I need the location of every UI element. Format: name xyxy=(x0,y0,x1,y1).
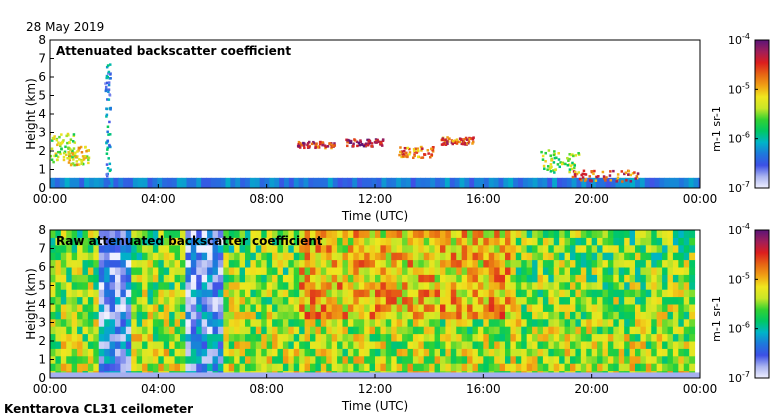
x-axis-label: Time (UTC) xyxy=(341,209,408,223)
x-tick-label: 08:00 xyxy=(249,192,284,206)
x-tick-label: 16:00 xyxy=(466,192,501,206)
y-tick-label: 5 xyxy=(38,279,46,293)
colorbar-tick-label: 10-7 xyxy=(728,370,750,385)
colorbar-tick-label: 10-5 xyxy=(728,81,750,96)
y-axis-label: Height (km) xyxy=(24,78,38,149)
y-tick-label: 1 xyxy=(38,353,46,367)
y-tick-label: 8 xyxy=(38,223,46,237)
heatmap-cells xyxy=(50,63,700,188)
colorbar-tick-label: 10-5 xyxy=(728,271,750,286)
colorbar-tick-label: 10-4 xyxy=(728,222,750,237)
y-tick-label: 0 xyxy=(38,181,46,195)
x-tick-label: 08:00 xyxy=(249,382,284,396)
x-tick-label: 00:00 xyxy=(683,382,718,396)
heatmap-cells xyxy=(50,230,700,378)
plot-frame xyxy=(49,39,701,189)
colorbar xyxy=(754,229,770,379)
x-axis-label: Time (UTC) xyxy=(341,399,408,413)
y-tick-label: 4 xyxy=(38,107,46,121)
x-tick-label: 12:00 xyxy=(358,382,393,396)
y-tick-label: 6 xyxy=(38,260,46,274)
colorbar-tick-label: 10-4 xyxy=(728,32,750,47)
x-tick-label: 00:00 xyxy=(33,382,68,396)
y-tick-label: 3 xyxy=(38,316,46,330)
x-tick-label: 04:00 xyxy=(141,382,176,396)
x-tick-label: 00:00 xyxy=(683,192,718,206)
colorbar-tick-label: 10-6 xyxy=(728,131,750,146)
y-tick-label: 0 xyxy=(38,371,46,385)
y-tick-label: 8 xyxy=(38,33,46,47)
y-tick-label: 5 xyxy=(38,89,46,103)
y-tick-label: 3 xyxy=(38,126,46,140)
instrument-label: Kenttarova CL31 ceilometer xyxy=(4,402,194,416)
colorbar-label: m-1 sr-1 xyxy=(710,106,723,152)
colorbar xyxy=(754,39,770,189)
x-tick-label: 20:00 xyxy=(574,382,609,396)
x-tick-label: 12:00 xyxy=(358,192,393,206)
x-tick-label: 04:00 xyxy=(141,192,176,206)
y-tick-label: 7 xyxy=(38,242,46,256)
panel-title: Raw attenuated backscatter coefficient xyxy=(56,234,323,248)
colorbar-tick-label: 10-7 xyxy=(728,180,750,195)
colorbar-label: m-1 sr-1 xyxy=(710,296,723,342)
y-tick-label: 2 xyxy=(38,144,46,158)
y-tick-label: 7 xyxy=(38,52,46,66)
x-tick-label: 00:00 xyxy=(33,192,68,206)
y-axis-label: Height (km) xyxy=(24,268,38,339)
y-tick-label: 1 xyxy=(38,163,46,177)
y-tick-label: 2 xyxy=(38,334,46,348)
y-tick-label: 6 xyxy=(38,70,46,84)
date-label: 28 May 2019 xyxy=(26,20,105,34)
panel-title: Attenuated backscatter coefficient xyxy=(56,44,291,58)
colorbar-tick-label: 10-6 xyxy=(728,321,750,336)
x-tick-label: 16:00 xyxy=(466,382,501,396)
y-tick-label: 4 xyxy=(38,297,46,311)
x-tick-label: 20:00 xyxy=(574,192,609,206)
